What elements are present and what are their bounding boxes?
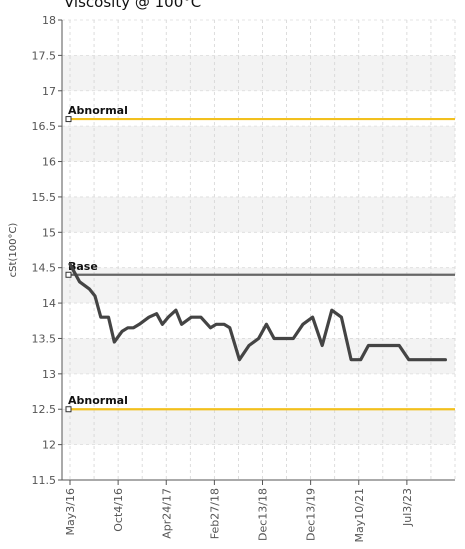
grid-band (62, 338, 455, 374)
x-tick-label: Dec13/19 (305, 488, 318, 541)
reference-label: Base (68, 260, 98, 273)
y-axis-label: cSt(100°C) (8, 223, 19, 278)
x-tick-label: Jul3/23 (401, 488, 414, 527)
y-tick-label: 16.5 (32, 120, 57, 133)
grid-band (62, 55, 455, 91)
reference-label: Abnormal (68, 104, 128, 117)
grid-band (62, 126, 455, 162)
y-tick-label: 12.5 (32, 403, 57, 416)
x-tick-label: Dec13/18 (257, 488, 270, 541)
grid-band (62, 267, 455, 304)
y-tick-label: 12 (42, 439, 56, 452)
chart-title: Viscosity @ 100°C (64, 0, 202, 11)
y-tick-label: 13 (42, 368, 56, 381)
reference-marker (65, 406, 72, 413)
y-tick-label: 15 (42, 226, 56, 239)
x-tick-label: May10/21 (353, 488, 366, 542)
y-tick-label: 14.5 (32, 262, 57, 275)
y-tick-label: 16 (42, 156, 56, 169)
y-tick-label: 14 (42, 297, 56, 310)
grid-band (62, 409, 455, 445)
series-line (68, 262, 447, 362)
reference-marker (65, 116, 72, 123)
grid-band (62, 196, 455, 233)
y-tick-label: 15.5 (32, 191, 57, 204)
reference-marker (65, 271, 72, 278)
x-tick-label: May3/16 (64, 488, 77, 535)
y-tick-label: 13.5 (32, 332, 57, 345)
x-tick-label: Apr24/17 (160, 488, 173, 539)
x-tick-label: Oct4/16 (112, 488, 125, 532)
y-tick-label: 18 (42, 14, 56, 27)
y-tick-label: 17 (42, 85, 56, 98)
x-tick-label: Feb27/18 (208, 488, 221, 539)
y-tick-label: 11.5 (32, 474, 57, 487)
y-tick-label: 17.5 (32, 49, 57, 62)
reference-label: Abnormal (68, 394, 128, 407)
